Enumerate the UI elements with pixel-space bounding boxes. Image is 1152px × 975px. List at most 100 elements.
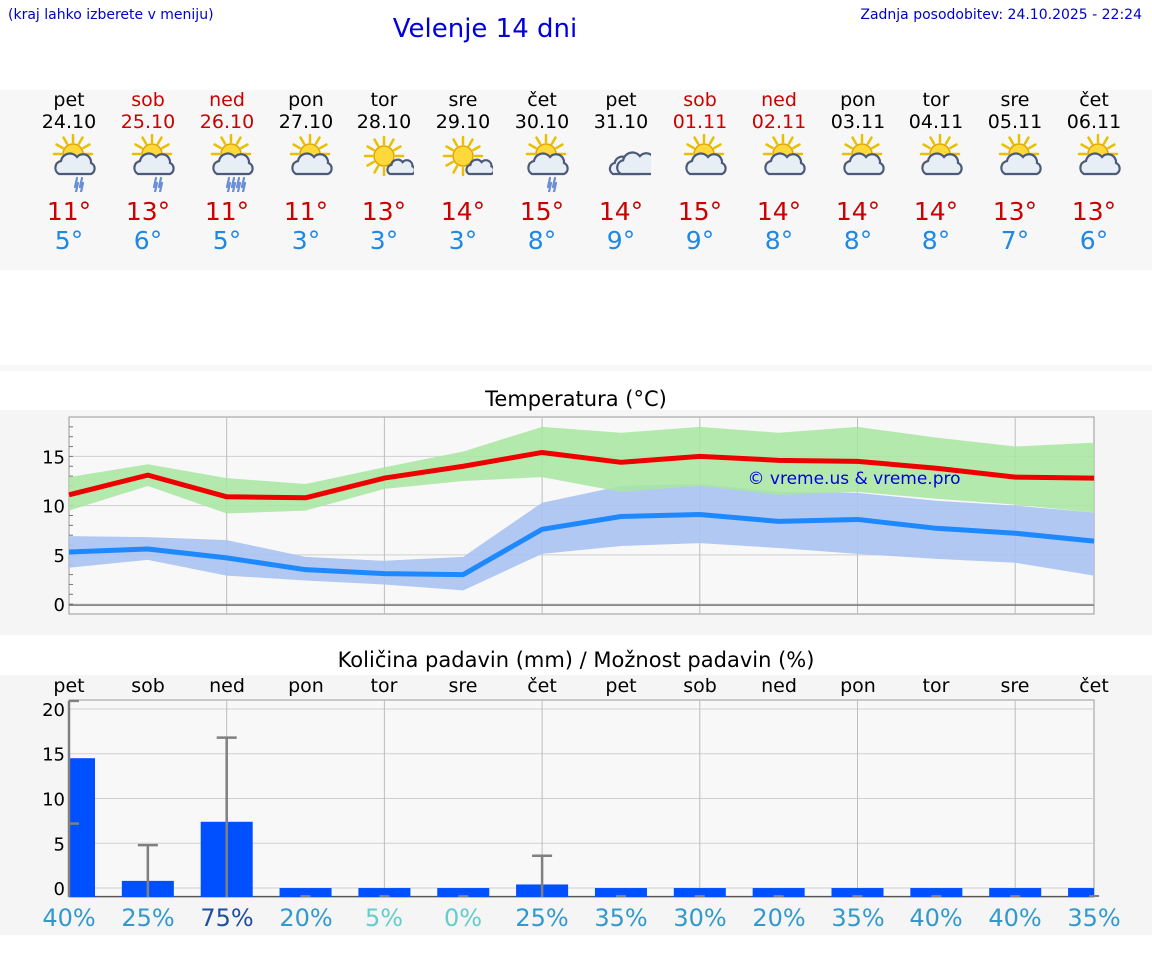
- clouds-icon: [608, 151, 651, 176]
- page-title: Velenje 14 dni: [392, 14, 578, 44]
- day-name: pet: [53, 89, 85, 111]
- precipitation-bar: [752, 888, 805, 897]
- precipitation-day-label: sre: [1000, 675, 1030, 697]
- precipitation-day-label: sre: [448, 675, 478, 697]
- day-name: pon: [288, 89, 324, 111]
- precipitation-bar: [673, 888, 726, 897]
- temperature-tick-label: 10: [42, 497, 65, 518]
- temperature-tick-label: 15: [42, 447, 65, 468]
- min-temperature: 8°: [764, 226, 794, 255]
- temperature-tick-label: 5: [54, 546, 65, 567]
- day-date: 04.11: [908, 111, 964, 133]
- precipitation-probability: 40%: [42, 904, 96, 932]
- min-temperature: 3°: [291, 226, 321, 255]
- precipitation-chart: 0 5 10 15 20: [42, 699, 1100, 900]
- day-date: 05.11: [987, 111, 1043, 133]
- precipitation-probability: 40%: [988, 904, 1042, 932]
- max-temperature: 14°: [913, 197, 959, 226]
- day-date: 01.11: [672, 111, 728, 133]
- sun-cloud-icon: [762, 134, 806, 176]
- precipitation-probability: 25%: [515, 904, 569, 932]
- precipitation-probability: 75%: [200, 904, 254, 932]
- day-date: 24.10: [41, 111, 97, 133]
- precipitation-probability: 30%: [673, 904, 727, 932]
- min-temperature: 8°: [921, 226, 951, 255]
- precipitation-probability: 20%: [752, 904, 806, 932]
- precipitation-bar: [989, 888, 1042, 897]
- max-temperature: 14°: [598, 197, 644, 226]
- precipitation-bar: [437, 888, 490, 897]
- sun-cloud-icon: [919, 134, 963, 176]
- day-name: pet: [605, 89, 637, 111]
- day-name: ned: [209, 89, 245, 111]
- precipitation-bar: [831, 888, 884, 897]
- day-date: 27.10: [278, 111, 334, 133]
- day-name: tor: [370, 89, 398, 111]
- precipitation-tick-label: 5: [54, 834, 65, 855]
- precipitation-bar: [1068, 888, 1094, 897]
- min-temperature: 8°: [527, 226, 557, 255]
- sun-small-cloud-icon: [442, 135, 493, 177]
- precipitation-probability: 25%: [121, 904, 175, 932]
- day-date: 25.10: [120, 111, 176, 133]
- day-date: 26.10: [199, 111, 255, 133]
- precipitation-day-label: čet: [1079, 675, 1109, 697]
- separator-band: [0, 365, 1152, 371]
- day-name: tor: [922, 89, 950, 111]
- min-temperature: 3°: [448, 226, 478, 255]
- precipitation-probability: 35%: [594, 904, 648, 932]
- max-temperature: 14°: [756, 197, 802, 226]
- precipitation-day-label: tor: [370, 675, 398, 697]
- max-temperature: 15°: [677, 197, 723, 226]
- precipitation-probability: 40%: [909, 904, 963, 932]
- last-updated: Zadnja posodobitev: 24.10.2025 - 22:24: [860, 7, 1142, 23]
- max-temperature: 11°: [283, 197, 329, 226]
- precipitation-probability: 5%: [364, 904, 404, 932]
- max-temperature: 15°: [519, 197, 565, 226]
- day-name: sre: [1000, 89, 1030, 111]
- max-temperature: 11°: [204, 197, 250, 226]
- precipitation-probability: 35%: [831, 904, 885, 932]
- precipitation-bar: [594, 888, 647, 897]
- precipitation-day-label: pet: [605, 675, 637, 697]
- day-name: ned: [761, 89, 797, 111]
- temperature-chart: 0 5 10 15 © vreme.us & vreme.pro: [42, 416, 1095, 616]
- day-name: čet: [527, 89, 557, 111]
- sun-cloud-rain-icon: [525, 134, 569, 192]
- precipitation-day-label: tor: [922, 675, 950, 697]
- precipitation-day-label: sob: [683, 675, 717, 697]
- day-date: 29.10: [435, 111, 491, 133]
- sun-small-cloud-icon: [363, 135, 414, 177]
- day-date: 06.11: [1066, 111, 1122, 133]
- temperature-line-max: [68, 449, 1095, 501]
- sun-cloud-heavy-rain-icon: [210, 134, 254, 192]
- min-temperature: 6°: [133, 226, 163, 255]
- day-date: 31.10: [593, 111, 649, 133]
- temperature-band-min: [69, 483, 1095, 591]
- precipitation-day-label: ned: [209, 675, 245, 697]
- precipitation-tick-label: 20: [42, 700, 65, 721]
- temperature-line-min: [68, 512, 1095, 578]
- day-date: 02.11: [751, 111, 807, 133]
- min-temperature: 8°: [843, 226, 873, 255]
- day-date: 30.10: [514, 111, 570, 133]
- temperature-tick-label: 0: [54, 595, 65, 616]
- precipitation-bar: [279, 888, 332, 897]
- precipitation-day-label: čet: [527, 675, 557, 697]
- max-temperature: 13°: [992, 197, 1038, 226]
- temperature-chart-title: Temperatura (°C): [485, 387, 667, 411]
- min-temperature: 5°: [54, 226, 84, 255]
- max-temperature: 14°: [835, 197, 881, 226]
- day-date: 28.10: [356, 111, 412, 133]
- sun-cloud-rain-icon: [52, 134, 96, 192]
- precipitation-day-label: pon: [288, 675, 324, 697]
- day-name: sre: [448, 89, 478, 111]
- day-date: 03.11: [830, 111, 886, 133]
- min-temperature: 5°: [212, 226, 242, 255]
- forecast-days-band: [0, 90, 1152, 270]
- min-temperature: 7°: [1000, 226, 1030, 255]
- precipitation-bar: [69, 758, 95, 897]
- max-temperature: 14°: [440, 197, 486, 226]
- min-temperature: 6°: [1079, 226, 1109, 255]
- precipitation-chart-title: Količina padavin (mm) / Možnost padavin …: [337, 648, 815, 672]
